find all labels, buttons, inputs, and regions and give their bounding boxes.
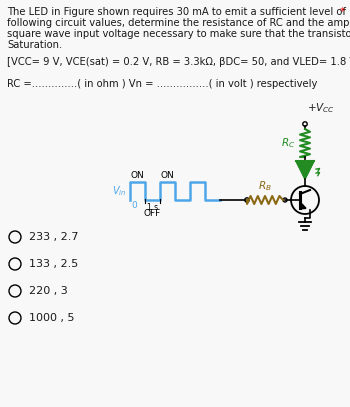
Text: following circuit values, determine the resistance of RC and the amplitude of th: following circuit values, determine the … — [7, 18, 350, 28]
Text: square wave input voltage necessary to make sure that the transistor is in: square wave input voltage necessary to m… — [7, 29, 350, 39]
Text: Saturation.: Saturation. — [7, 40, 62, 50]
Text: 220 , 3: 220 , 3 — [29, 286, 68, 296]
Text: ON: ON — [131, 171, 144, 180]
Text: $R_B$: $R_B$ — [258, 179, 272, 193]
Text: $+V_{CC}$: $+V_{CC}$ — [307, 101, 335, 115]
Text: 133 , 2.5: 133 , 2.5 — [29, 259, 78, 269]
Text: ON: ON — [161, 171, 174, 180]
Polygon shape — [296, 161, 314, 179]
Text: [VCC= 9 V, VCE(sat) = 0.2 V, RB = 3.3kΩ, βDC= 50, and VLED= 1.8 V]: [VCC= 9 V, VCE(sat) = 0.2 V, RB = 3.3kΩ,… — [7, 57, 350, 67]
Text: 1 s: 1 s — [147, 203, 158, 212]
Text: $R_C$: $R_C$ — [281, 136, 295, 150]
Text: OFF: OFF — [144, 209, 161, 218]
Text: $V_{in}$: $V_{in}$ — [112, 184, 126, 198]
Text: *: * — [340, 7, 345, 17]
Text: 0: 0 — [131, 201, 137, 210]
Text: 1000 , 5: 1000 , 5 — [29, 313, 75, 323]
Text: RC =..............( in ohm ) Vn = ................( in volt ) respectively: RC =..............( in ohm ) Vn = ......… — [7, 79, 317, 89]
Text: 233 , 2.7: 233 , 2.7 — [29, 232, 78, 242]
Text: The LED in Figure shown requires 30 mA to emit a sufficient level of light. For : The LED in Figure shown requires 30 mA t… — [7, 7, 350, 17]
